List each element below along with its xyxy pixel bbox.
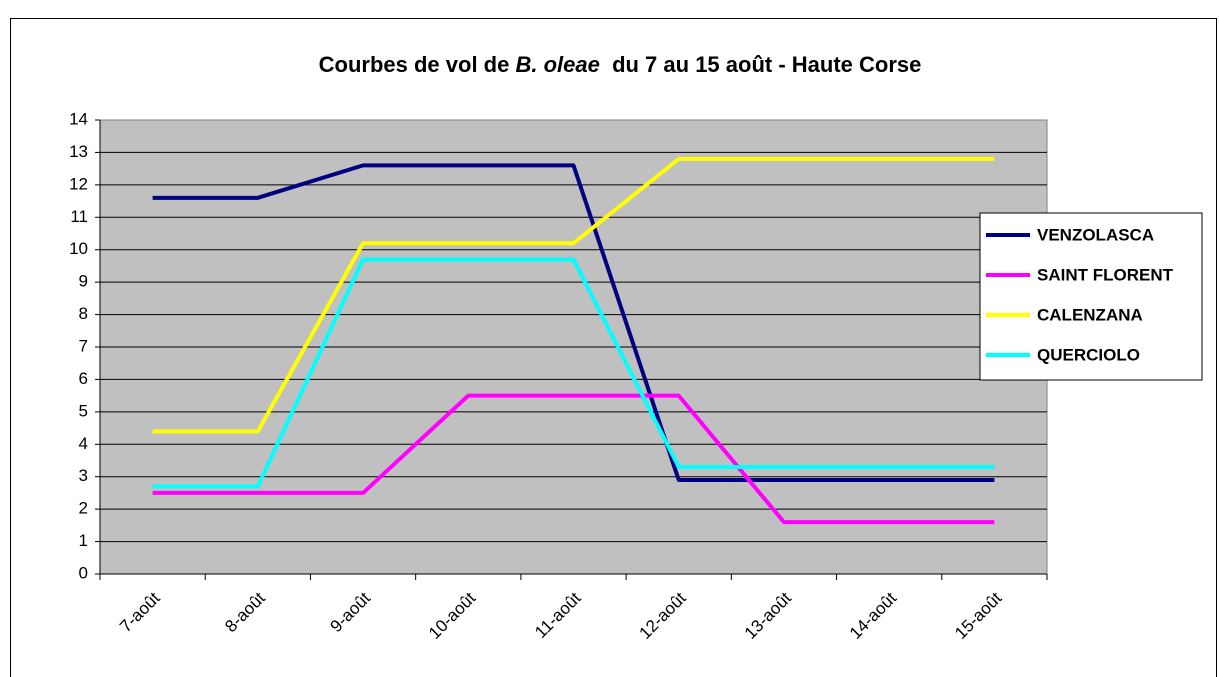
y-tick-label: 8 bbox=[79, 304, 88, 323]
legend-label: CALENZANA bbox=[1037, 305, 1143, 324]
series-line bbox=[152, 393, 995, 525]
legend-label: SAINT FLORENT bbox=[1037, 265, 1174, 284]
y-tick-label: 13 bbox=[69, 142, 88, 161]
y-tick-label: 2 bbox=[79, 499, 88, 518]
legend-box bbox=[979, 212, 1203, 381]
legend-label: VENZOLASCA bbox=[1037, 225, 1154, 244]
y-tick-label: 1 bbox=[79, 531, 88, 550]
title-part: Courbes de vol de bbox=[319, 52, 516, 77]
y-tick-label: 0 bbox=[79, 563, 88, 582]
y-tick-label: 11 bbox=[70, 207, 88, 226]
title-part: B. oleae bbox=[515, 52, 599, 77]
y-tick-label: 4 bbox=[79, 434, 88, 453]
y-tick-label: 10 bbox=[69, 239, 88, 258]
y-tick-label: 6 bbox=[79, 369, 88, 388]
y-tick-label: 3 bbox=[79, 466, 88, 485]
legend-label: QUERCIOLO bbox=[1037, 345, 1140, 364]
y-tick-label: 7 bbox=[79, 336, 88, 355]
series-line bbox=[152, 156, 995, 434]
series-line bbox=[152, 257, 995, 489]
y-tick-label: 14 bbox=[69, 109, 88, 128]
y-tick-label: 5 bbox=[79, 401, 88, 420]
chart-title: Courbes de vol de B. oleae du 7 au 15 ao… bbox=[319, 52, 922, 77]
y-tick-label: 12 bbox=[69, 174, 88, 193]
y-tick-label: 9 bbox=[79, 272, 88, 291]
series-line bbox=[152, 163, 995, 482]
title-part: du 7 au 15 août - Haute Corse bbox=[600, 52, 922, 77]
